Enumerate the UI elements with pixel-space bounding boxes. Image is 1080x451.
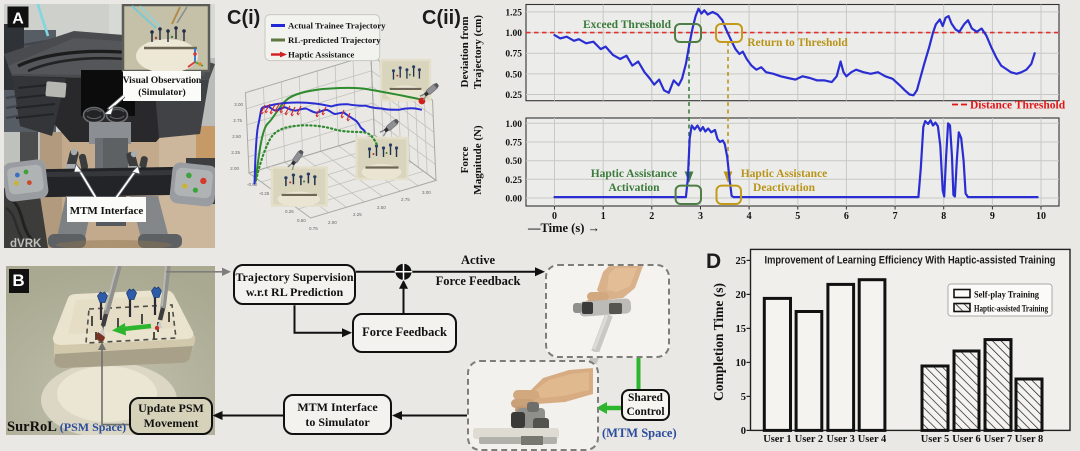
svg-text:MTM Interface: MTM Interface xyxy=(70,205,144,217)
svg-text:Deactivation: Deactivation xyxy=(753,182,816,194)
svg-text:6: 6 xyxy=(844,211,849,222)
svg-text:Distance Threshold: Distance Threshold xyxy=(970,100,1066,112)
svg-text:0.75: 0.75 xyxy=(505,50,522,60)
svg-text:9: 9 xyxy=(990,211,995,222)
svg-text:0.50: 0.50 xyxy=(505,70,522,80)
svg-text:(Simulator): (Simulator) xyxy=(138,87,185,98)
svg-text:4: 4 xyxy=(747,211,752,222)
svg-text:Haptic Assistance: Haptic Assistance xyxy=(741,168,828,180)
svg-text:5: 5 xyxy=(741,392,746,403)
svg-text:User 8: User 8 xyxy=(1015,434,1043,445)
svg-text:A: A xyxy=(12,11,24,28)
svg-text:25: 25 xyxy=(736,256,747,267)
svg-text:0.25: 0.25 xyxy=(285,209,294,214)
svg-text:dVRK: dVRK xyxy=(10,238,42,248)
svg-text:1.00: 1.00 xyxy=(505,120,522,130)
svg-text:0: 0 xyxy=(741,426,746,437)
svg-text:7: 7 xyxy=(893,211,898,222)
svg-text:Self-play Training: Self-play Training xyxy=(974,291,1039,301)
svg-text:0.25: 0.25 xyxy=(505,176,522,186)
svg-text:Haptic Assistance: Haptic Assistance xyxy=(591,168,678,180)
svg-text:2.75: 2.75 xyxy=(401,197,410,202)
svg-text:0.50: 0.50 xyxy=(505,157,522,167)
svg-text:2.25: 2.25 xyxy=(353,212,362,217)
svg-text:2.50: 2.50 xyxy=(232,134,241,139)
svg-text:Magnitude (N): Magnitude (N) xyxy=(472,125,484,195)
svg-text:10: 10 xyxy=(736,358,747,369)
svg-text:User 7: User 7 xyxy=(984,434,1012,445)
svg-text:User 3: User 3 xyxy=(827,434,855,445)
svg-text:3.00: 3.00 xyxy=(422,190,431,195)
svg-text:8: 8 xyxy=(941,211,946,222)
svg-text:0.00: 0.00 xyxy=(505,195,522,205)
svg-text:Visual Observation: Visual Observation xyxy=(123,75,202,86)
svg-text:User 4: User 4 xyxy=(858,434,886,445)
svg-text:0.50: 0.50 xyxy=(297,218,306,223)
svg-text:0.75: 0.75 xyxy=(505,139,522,149)
svg-text:2.75: 2.75 xyxy=(233,118,242,123)
svg-text:Exceed Threshold: Exceed Threshold xyxy=(583,19,672,31)
svg-text:5: 5 xyxy=(795,211,800,222)
svg-text:Deviation from: Deviation from xyxy=(459,17,471,88)
svg-text:Return to Threshold: Return to Threshold xyxy=(747,37,848,49)
svg-text:D: D xyxy=(706,250,721,273)
svg-text:15: 15 xyxy=(736,324,747,335)
svg-text:2: 2 xyxy=(649,211,654,222)
svg-text:RL-predicted Trajectory: RL-predicted Trajectory xyxy=(288,35,381,45)
svg-text:3.00: 3.00 xyxy=(234,102,243,107)
svg-text:1: 1 xyxy=(601,211,606,222)
svg-text:User 6: User 6 xyxy=(952,434,980,445)
svg-text:Completion Time (s): Completion Time (s) xyxy=(711,283,726,401)
svg-text:User 1: User 1 xyxy=(763,434,791,445)
svg-text:Actual Trainee Trajectory: Actual Trainee Trajectory xyxy=(288,21,386,31)
svg-text:2.50: 2.50 xyxy=(377,205,386,210)
svg-text:2.25: 2.25 xyxy=(231,150,240,155)
svg-text:Haptic Assistance: Haptic Assistance xyxy=(288,50,354,60)
svg-text:20: 20 xyxy=(736,290,747,301)
svg-text:User 2: User 2 xyxy=(795,434,823,445)
svg-text:-0.50: -0.50 xyxy=(247,182,258,187)
svg-text:0.75: 0.75 xyxy=(309,226,318,231)
svg-text:Improvement of Learning Effici: Improvement of Learning Efficiency With … xyxy=(765,255,1056,267)
svg-text:Force: Force xyxy=(459,147,471,174)
svg-text:1.25: 1.25 xyxy=(505,8,522,18)
svg-text:1.00: 1.00 xyxy=(505,29,522,39)
svg-text:10: 10 xyxy=(1036,211,1046,222)
svg-text:-0.25: -0.25 xyxy=(259,191,270,196)
svg-text:2.00: 2.00 xyxy=(230,166,239,171)
svg-text:0: 0 xyxy=(552,211,557,222)
svg-text:User 5: User 5 xyxy=(921,434,949,445)
svg-text:3: 3 xyxy=(698,211,703,222)
svg-text:—Time (s) →: —Time (s) → xyxy=(527,221,600,235)
svg-text:0.25: 0.25 xyxy=(505,91,522,101)
svg-text:Haptic-assisted Training: Haptic-assisted Training xyxy=(974,305,1048,315)
svg-text:Trajectory (cm): Trajectory (cm) xyxy=(472,15,484,89)
svg-text:Activation: Activation xyxy=(608,182,660,194)
svg-text:2.00: 2.00 xyxy=(328,220,337,225)
